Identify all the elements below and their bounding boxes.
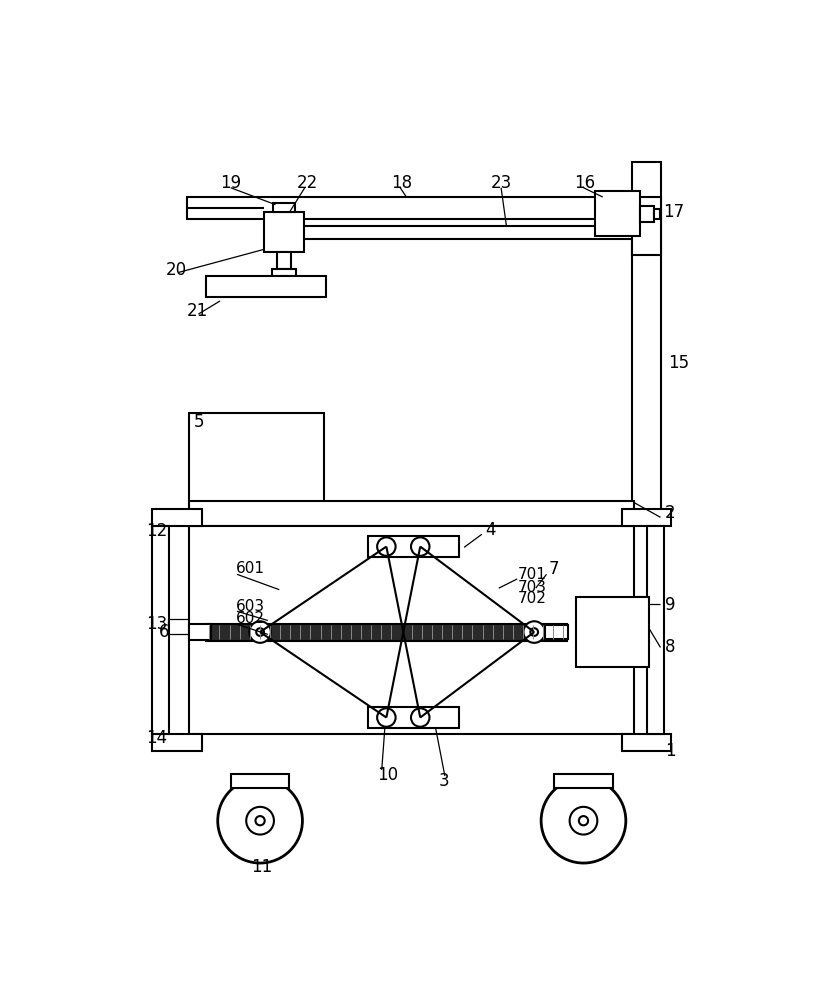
- Text: 21: 21: [187, 302, 208, 320]
- Text: 8: 8: [665, 638, 676, 656]
- Text: 22: 22: [297, 174, 319, 192]
- Bar: [622, 734, 671, 751]
- Text: 14: 14: [146, 729, 167, 747]
- Bar: [273, 203, 295, 212]
- Bar: [189, 624, 210, 640]
- Bar: [206, 276, 325, 297]
- Circle shape: [377, 708, 395, 727]
- Bar: [271, 269, 296, 276]
- Circle shape: [377, 537, 395, 556]
- Bar: [152, 734, 201, 751]
- Text: 12: 12: [146, 522, 167, 540]
- Text: 4: 4: [485, 521, 495, 539]
- Circle shape: [218, 778, 302, 863]
- Bar: [654, 209, 660, 219]
- Bar: [206, 624, 567, 641]
- Text: 18: 18: [391, 174, 412, 192]
- Bar: [545, 625, 568, 639]
- Text: 17: 17: [664, 203, 685, 221]
- Text: 703: 703: [518, 580, 547, 595]
- Circle shape: [411, 537, 429, 556]
- Bar: [622, 509, 671, 526]
- Bar: [189, 526, 634, 734]
- Circle shape: [530, 628, 538, 636]
- Bar: [368, 707, 458, 728]
- Text: 20: 20: [166, 261, 187, 279]
- Text: 2: 2: [665, 504, 676, 522]
- Bar: [632, 162, 661, 597]
- Bar: [633, 226, 641, 239]
- Text: 11: 11: [250, 858, 272, 876]
- Bar: [640, 206, 654, 222]
- Text: 601: 601: [235, 561, 265, 576]
- Bar: [268, 226, 633, 239]
- Bar: [230, 774, 290, 788]
- Text: 13: 13: [146, 615, 167, 633]
- Text: 9: 9: [665, 596, 676, 614]
- Bar: [576, 597, 649, 667]
- Text: 10: 10: [377, 766, 399, 784]
- Circle shape: [570, 807, 597, 835]
- Circle shape: [250, 621, 271, 643]
- Text: 603: 603: [235, 599, 265, 614]
- Text: 5: 5: [194, 413, 205, 431]
- Circle shape: [246, 807, 274, 835]
- Text: 6: 6: [158, 623, 169, 641]
- Circle shape: [255, 816, 265, 825]
- Text: 1: 1: [665, 742, 676, 760]
- Bar: [368, 536, 458, 557]
- Bar: [152, 526, 169, 734]
- Circle shape: [523, 621, 545, 643]
- Bar: [646, 526, 664, 734]
- Bar: [189, 413, 324, 503]
- Text: 3: 3: [438, 772, 449, 790]
- Bar: [187, 197, 630, 219]
- Text: 701: 701: [518, 567, 547, 582]
- Bar: [595, 191, 640, 235]
- Text: 19: 19: [220, 174, 241, 192]
- Bar: [264, 212, 304, 252]
- Text: 23: 23: [491, 174, 513, 192]
- Text: 702: 702: [518, 591, 547, 606]
- Text: 16: 16: [574, 174, 596, 192]
- Circle shape: [579, 816, 588, 825]
- Text: 15: 15: [668, 354, 689, 372]
- Circle shape: [256, 628, 264, 636]
- Bar: [554, 774, 612, 788]
- Text: 602: 602: [235, 611, 265, 626]
- Circle shape: [411, 708, 429, 727]
- Bar: [632, 197, 661, 255]
- Bar: [189, 501, 634, 526]
- Text: 7: 7: [549, 560, 559, 578]
- Circle shape: [541, 778, 626, 863]
- Bar: [152, 509, 201, 526]
- Bar: [277, 252, 291, 269]
